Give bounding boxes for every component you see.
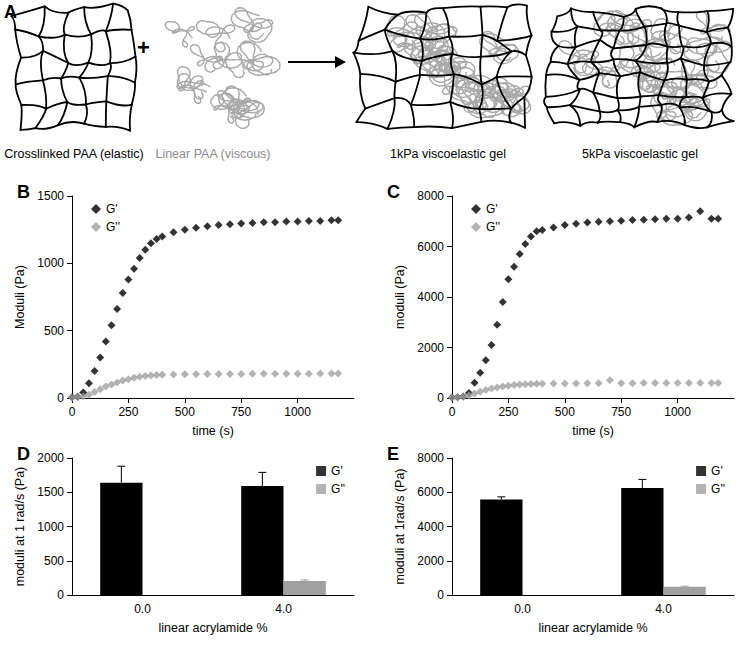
svg-text:G'': G''	[711, 482, 725, 496]
svg-text:0: 0	[437, 391, 444, 405]
svg-text:Crosslinked PAA (elastic): Crosslinked PAA (elastic)	[4, 147, 143, 161]
svg-text:moduli at 1 rad/s (Pa): moduli at 1 rad/s (Pa)	[13, 467, 27, 587]
svg-text:0: 0	[57, 391, 64, 405]
svg-text:linear acrylamide %: linear acrylamide %	[538, 621, 647, 635]
svg-text:1000: 1000	[37, 520, 64, 534]
svg-text:C: C	[387, 182, 400, 202]
svg-text:8000: 8000	[417, 189, 444, 203]
svg-text:Moduli (Pa): Moduli (Pa)	[13, 265, 27, 329]
svg-text:+: +	[137, 35, 150, 60]
svg-text:D: D	[17, 444, 30, 464]
svg-text:G': G'	[486, 202, 498, 216]
svg-text:6000: 6000	[417, 240, 444, 254]
svg-text:6000: 6000	[417, 485, 444, 499]
svg-text:moduli at 1rad/s (Pa): moduli at 1rad/s (Pa)	[393, 468, 407, 584]
svg-text:250: 250	[118, 405, 138, 419]
svg-text:2000: 2000	[417, 554, 444, 568]
svg-text:1000: 1000	[284, 405, 311, 419]
svg-text:G': G'	[106, 202, 118, 216]
svg-text:2000: 2000	[417, 341, 444, 355]
svg-text:linear acrylamide %: linear acrylamide %	[158, 621, 267, 635]
svg-text:moduli (Pa): moduli (Pa)	[393, 265, 407, 329]
svg-text:500: 500	[44, 324, 64, 338]
svg-text:8000: 8000	[417, 451, 444, 465]
svg-text:G'': G''	[331, 482, 345, 496]
svg-text:1000: 1000	[664, 405, 691, 419]
svg-text:E: E	[387, 444, 399, 464]
svg-text:0: 0	[57, 588, 64, 602]
svg-text:4.0: 4.0	[655, 602, 672, 616]
svg-text:A: A	[4, 2, 17, 22]
svg-text:1000: 1000	[37, 256, 64, 270]
svg-text:0: 0	[449, 405, 456, 419]
svg-text:0.0: 0.0	[514, 602, 531, 616]
svg-text:0: 0	[69, 405, 76, 419]
svg-text:time (s): time (s)	[192, 424, 234, 438]
svg-text:4.0: 4.0	[275, 602, 292, 616]
svg-text:0: 0	[437, 588, 444, 602]
svg-text:1500: 1500	[37, 485, 64, 499]
svg-text:250: 250	[498, 405, 518, 419]
svg-text:G': G'	[331, 464, 343, 478]
svg-text:1kPa viscoelastic gel: 1kPa viscoelastic gel	[390, 147, 506, 161]
svg-text:4000: 4000	[417, 290, 444, 304]
svg-text:time (s): time (s)	[572, 424, 614, 438]
svg-text:750: 750	[231, 405, 251, 419]
svg-text:500: 500	[44, 554, 64, 568]
svg-text:4000: 4000	[417, 520, 444, 534]
svg-text:500: 500	[555, 405, 575, 419]
svg-text:1500: 1500	[37, 189, 64, 203]
svg-text:5kPa viscoelastic gel: 5kPa viscoelastic gel	[582, 147, 698, 161]
svg-text:G'': G''	[486, 220, 500, 234]
svg-text:Linear PAA (viscous): Linear PAA (viscous)	[155, 147, 270, 161]
svg-text:2000: 2000	[37, 451, 64, 465]
svg-text:750: 750	[611, 405, 631, 419]
svg-text:G'': G''	[106, 220, 120, 234]
svg-text:500: 500	[175, 405, 195, 419]
svg-text:G': G'	[711, 464, 723, 478]
svg-text:B: B	[17, 182, 30, 202]
svg-text:0.0: 0.0	[134, 602, 151, 616]
